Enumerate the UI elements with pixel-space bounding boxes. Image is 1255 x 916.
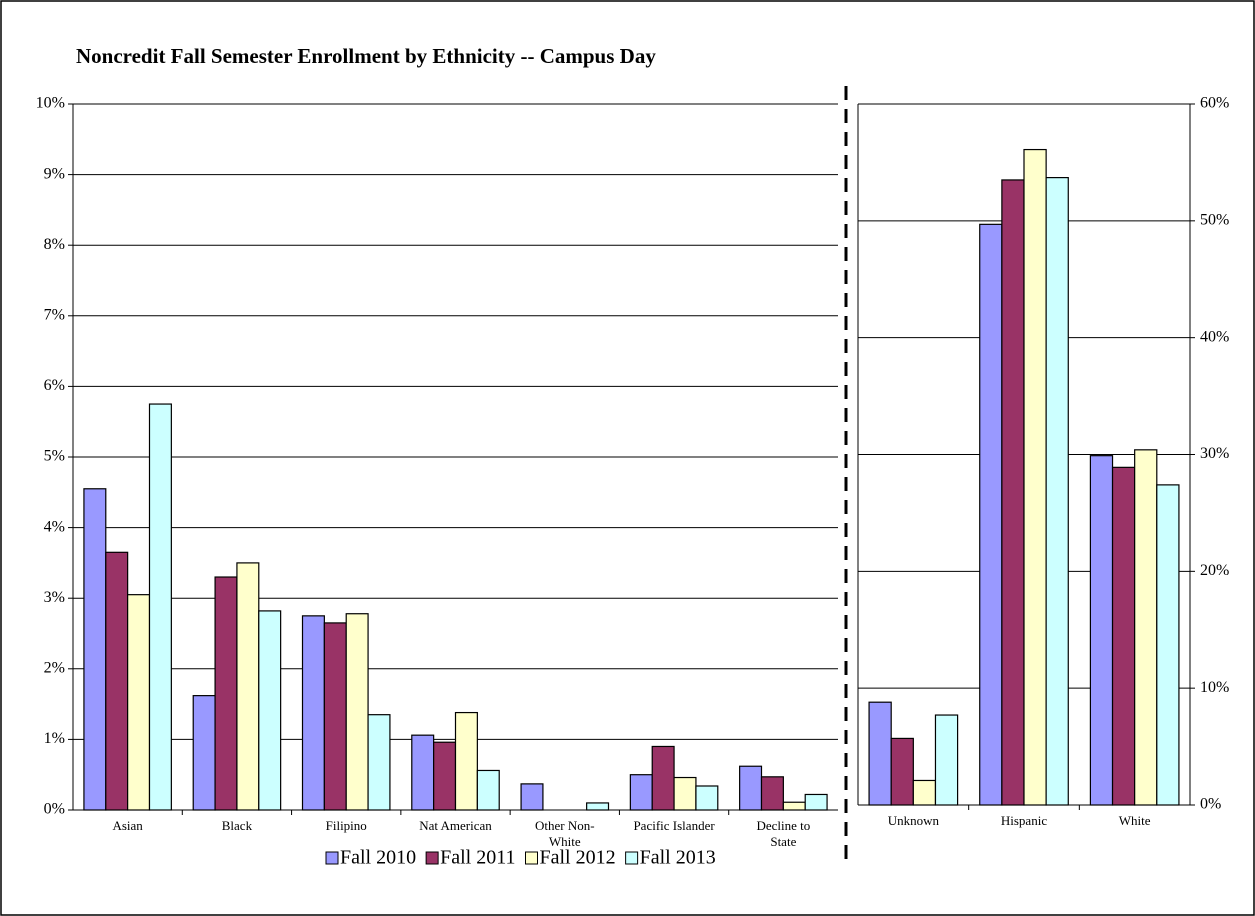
x-tick-label: Black bbox=[221, 818, 253, 833]
bar bbox=[912, 779, 937, 806]
legend-swatch bbox=[325, 851, 339, 865]
y-tick-label: 50% bbox=[1200, 212, 1229, 229]
bar bbox=[804, 793, 828, 811]
y-tick-label: 4% bbox=[44, 518, 65, 535]
x-tick-label: Filipino bbox=[325, 818, 367, 833]
legend-label: Fall 2011 bbox=[440, 847, 515, 869]
y-tick-label: 6% bbox=[44, 377, 65, 394]
y-tick-label: 40% bbox=[1200, 328, 1229, 345]
legend-label: Fall 2010 bbox=[340, 847, 416, 869]
y-tick-label: 1% bbox=[44, 730, 65, 747]
bar bbox=[979, 223, 1003, 806]
bar bbox=[782, 801, 806, 811]
legend-label: Fall 2013 bbox=[640, 847, 716, 869]
y-tick-label: 30% bbox=[1200, 445, 1229, 462]
x-label-box: Nat American bbox=[419, 818, 492, 833]
x-label-box: Asian bbox=[112, 818, 143, 833]
bar bbox=[236, 562, 260, 811]
bar bbox=[258, 610, 282, 811]
x-label-box: Black bbox=[221, 818, 253, 833]
bar bbox=[1134, 449, 1158, 806]
x-label-box: White bbox=[1118, 813, 1151, 828]
bar bbox=[1023, 148, 1047, 806]
bar bbox=[476, 769, 500, 811]
x-label-box: Pacific Islander bbox=[633, 818, 715, 833]
bar bbox=[890, 737, 914, 806]
bar bbox=[760, 776, 784, 811]
x-tick-label: Unknown bbox=[887, 813, 939, 828]
bar bbox=[739, 765, 763, 811]
y-tick-label: 20% bbox=[1200, 562, 1229, 579]
bar bbox=[83, 488, 107, 811]
x-label-box: Decline to State bbox=[756, 818, 811, 849]
bar bbox=[586, 802, 610, 811]
x-tick-label: Nat American bbox=[419, 818, 492, 833]
bar bbox=[127, 594, 151, 811]
bar bbox=[367, 714, 391, 811]
y-tick-label: 8% bbox=[44, 236, 65, 253]
y-tick-label: 10% bbox=[1200, 679, 1229, 696]
bar bbox=[411, 734, 435, 811]
x-tick-label: Hispanic bbox=[1000, 813, 1048, 828]
bar bbox=[192, 695, 216, 811]
bar bbox=[1045, 177, 1069, 806]
bar bbox=[1089, 455, 1114, 806]
legend-swatch bbox=[425, 851, 439, 865]
bar bbox=[934, 714, 959, 806]
bar bbox=[433, 741, 457, 811]
bar bbox=[673, 776, 697, 811]
bar bbox=[1156, 484, 1180, 806]
legend-label: Fall 2012 bbox=[540, 847, 616, 869]
bar bbox=[651, 745, 675, 811]
bar bbox=[1111, 466, 1136, 806]
bar bbox=[214, 576, 238, 811]
x-label-box: Other Non-White bbox=[534, 818, 595, 849]
bar bbox=[454, 711, 478, 811]
bar bbox=[345, 613, 369, 811]
y-tick-label: 0% bbox=[1200, 796, 1221, 813]
bar bbox=[301, 615, 325, 811]
bar bbox=[1001, 179, 1025, 806]
x-tick-label: Asian bbox=[112, 818, 143, 833]
legend-swatch bbox=[625, 851, 639, 865]
bar bbox=[629, 774, 653, 811]
bar bbox=[323, 622, 347, 811]
x-tick-label: White bbox=[1118, 813, 1151, 828]
y-tick-label: 0% bbox=[44, 801, 65, 818]
y-tick-label: 2% bbox=[44, 659, 65, 676]
chart-title: Noncredit Fall Semester Enrollment by Et… bbox=[76, 44, 656, 68]
x-tick-label: Pacific Islander bbox=[633, 818, 715, 833]
bar bbox=[105, 551, 129, 811]
bar bbox=[520, 783, 544, 811]
x-label-box: Filipino bbox=[325, 818, 367, 833]
y-tick-label: 9% bbox=[44, 165, 65, 182]
y-tick-label: 3% bbox=[44, 589, 65, 606]
bar bbox=[868, 701, 892, 806]
y-tick-label: 10% bbox=[36, 95, 65, 112]
y-tick-label: 60% bbox=[1200, 95, 1229, 112]
x-tick-label: Other Non-White bbox=[534, 818, 595, 849]
x-tick-label: Decline to State bbox=[756, 818, 811, 849]
y-tick-label: 5% bbox=[44, 448, 65, 465]
y-tick-label: 7% bbox=[44, 306, 65, 323]
x-label-box: Unknown bbox=[887, 813, 939, 828]
x-label-box: Hispanic bbox=[1000, 813, 1048, 828]
bar bbox=[148, 403, 172, 811]
bar bbox=[695, 785, 719, 811]
legend-swatch bbox=[525, 851, 538, 865]
